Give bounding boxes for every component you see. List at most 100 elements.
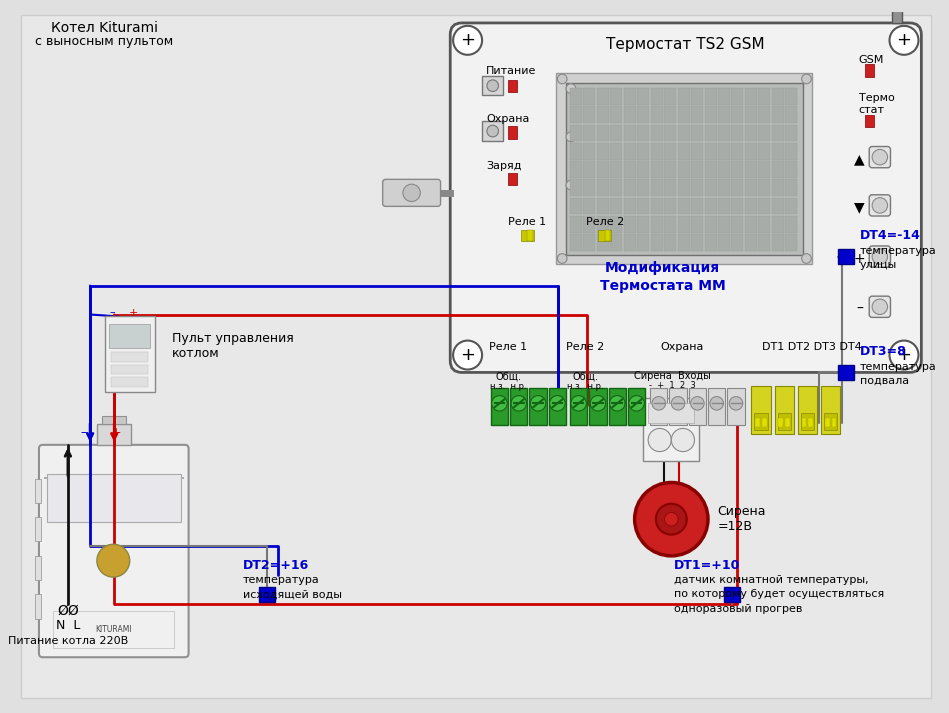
Bar (597, 198, 609, 215)
Circle shape (671, 429, 695, 451)
Bar (623, 216, 636, 232)
Text: +: + (460, 31, 475, 49)
Bar (651, 143, 662, 160)
Bar (651, 216, 662, 232)
Bar (772, 234, 784, 251)
Bar (785, 179, 797, 196)
Bar (691, 143, 703, 160)
Bar (584, 88, 595, 105)
Bar (678, 198, 690, 215)
Circle shape (512, 396, 527, 411)
Bar (508, 173, 517, 185)
Bar (745, 161, 757, 178)
Bar (549, 388, 567, 424)
Circle shape (530, 396, 546, 411)
Bar (718, 216, 730, 232)
Bar (35, 556, 41, 580)
Bar (785, 143, 797, 160)
Bar (732, 161, 743, 178)
Bar (597, 88, 609, 105)
Bar (605, 230, 610, 241)
Text: –: – (81, 426, 86, 438)
Circle shape (571, 396, 586, 411)
Bar (838, 365, 854, 380)
Bar (689, 388, 706, 424)
Bar (745, 143, 757, 160)
Bar (623, 179, 636, 196)
Bar (637, 161, 649, 178)
Bar (745, 179, 757, 196)
Bar (570, 106, 582, 123)
Circle shape (567, 180, 576, 190)
Bar (570, 161, 582, 178)
Bar (678, 125, 690, 141)
Bar (608, 388, 626, 424)
Bar (597, 125, 609, 141)
Text: Охрана: Охрана (486, 115, 530, 125)
Text: Сирена  Входы: Сирена Входы (634, 371, 711, 381)
Bar (109, 324, 150, 348)
Bar (758, 161, 771, 178)
Bar (570, 216, 582, 232)
Circle shape (802, 254, 811, 263)
Text: Реле 2: Реле 2 (567, 342, 605, 352)
Text: +: + (897, 346, 911, 364)
Circle shape (872, 150, 887, 165)
Bar (637, 106, 649, 123)
Text: Котел Kiturami: Котел Kiturami (51, 21, 158, 35)
Bar (745, 88, 757, 105)
Bar (651, 125, 662, 141)
Text: Общ.: Общ. (572, 371, 599, 381)
Bar (664, 198, 677, 215)
Bar (584, 106, 595, 123)
Text: датчик комнатной температуры,: датчик комнатной температуры, (674, 575, 869, 585)
Circle shape (557, 74, 568, 83)
Bar (762, 418, 767, 428)
Bar (691, 216, 703, 232)
Bar (802, 418, 807, 428)
Text: с выносным пультом: с выносным пультом (35, 35, 174, 48)
Bar (610, 216, 623, 232)
Text: температура: температура (243, 575, 320, 585)
Bar (678, 161, 690, 178)
Bar (745, 198, 757, 215)
Circle shape (635, 483, 708, 556)
Bar (623, 143, 636, 160)
Bar (785, 125, 797, 141)
Bar (691, 161, 703, 178)
Bar (691, 179, 703, 196)
Bar (584, 216, 595, 232)
Bar (623, 125, 636, 141)
Bar (718, 234, 730, 251)
Bar (772, 88, 784, 105)
Bar (35, 478, 41, 503)
Bar (809, 418, 813, 428)
Bar (570, 143, 582, 160)
Bar (669, 388, 687, 424)
Bar (718, 88, 730, 105)
Circle shape (487, 80, 498, 91)
Bar (772, 161, 784, 178)
Bar (584, 143, 595, 160)
Text: температура: температура (860, 246, 937, 256)
Text: -  +  1  2  3: - + 1 2 3 (649, 381, 696, 391)
Bar (772, 198, 784, 215)
Bar (597, 143, 609, 160)
Text: GSM: GSM (859, 55, 884, 65)
Bar (637, 198, 649, 215)
Bar (865, 64, 874, 77)
Bar (727, 388, 745, 424)
Bar (104, 317, 155, 391)
Bar (825, 418, 829, 428)
Bar (838, 249, 854, 265)
Bar (785, 106, 797, 123)
Bar (758, 234, 771, 251)
Bar (637, 143, 649, 160)
Circle shape (872, 198, 887, 213)
Text: DT3=8: DT3=8 (860, 344, 906, 358)
Text: Термостата ММ: Термостата ММ (600, 279, 725, 292)
Bar (678, 88, 690, 105)
Bar (111, 352, 148, 361)
Bar (637, 88, 649, 105)
Bar (704, 125, 716, 141)
